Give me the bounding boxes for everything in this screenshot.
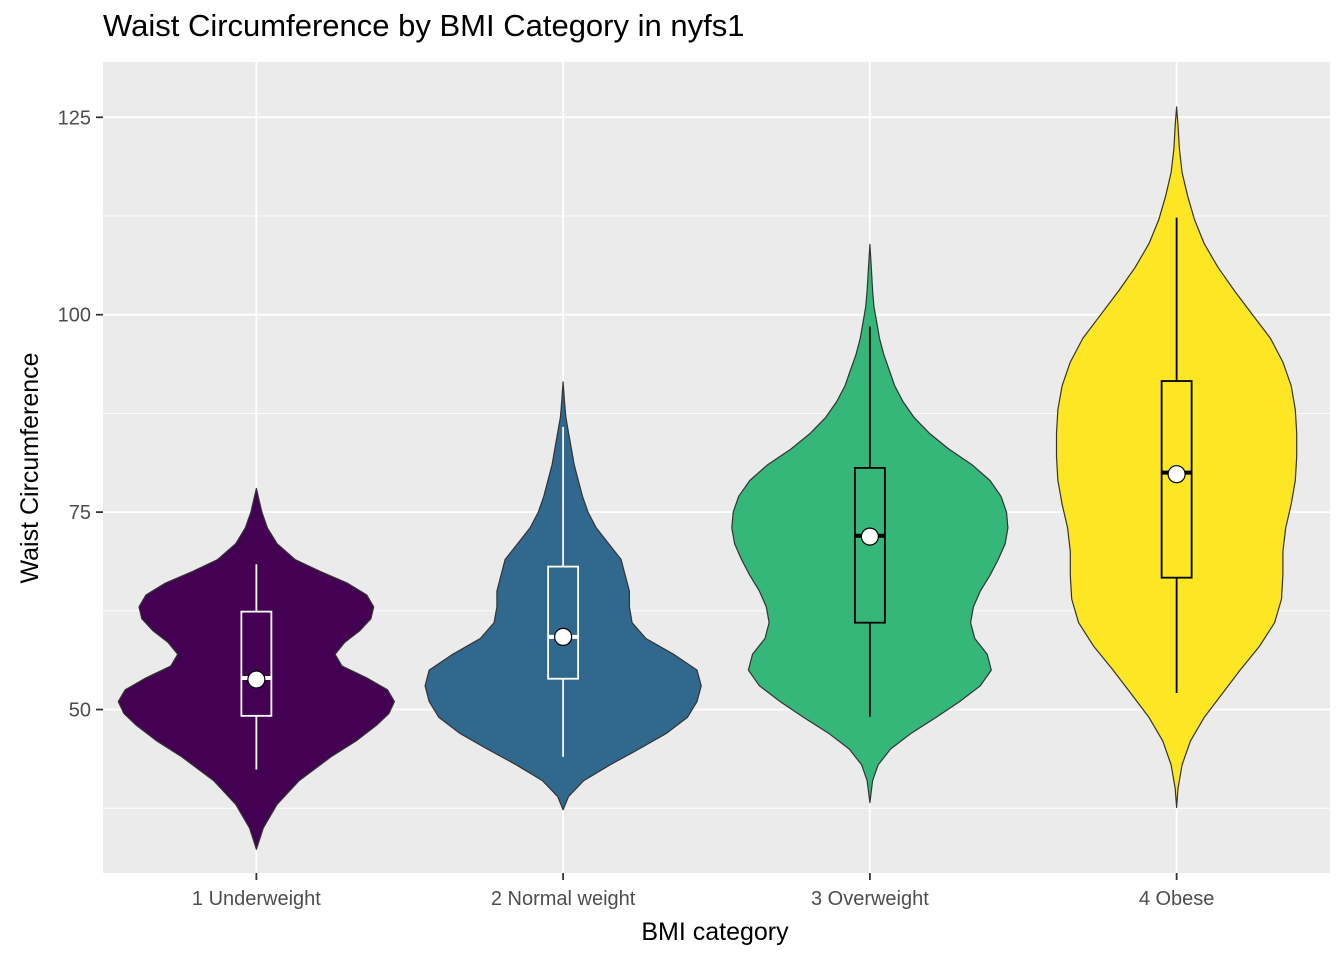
mean-point (1167, 465, 1186, 484)
chart-title: Waist Circumference by BMI Category in n… (103, 8, 745, 43)
x-tick-label: 3 Overweight (811, 888, 929, 910)
y-axis-title: Waist Circumference (16, 352, 44, 583)
x-axis-title: BMI category (641, 918, 789, 946)
box-iqr (240, 610, 273, 717)
y-tick-label: 125 (58, 107, 91, 129)
box-iqr (547, 565, 580, 680)
y-tick-label: 50 (69, 700, 91, 722)
mean-point (247, 670, 266, 689)
mean-point (554, 627, 573, 646)
axes: 50 75 100 125 1 Underweight 2 Normal weight 3 … (58, 107, 1215, 910)
mean-point (860, 527, 879, 546)
boxplot-layer (240, 217, 1193, 770)
x-tick-label: 4 Obese (1139, 888, 1215, 910)
x-tick-label: 1 Underweight (192, 888, 321, 910)
y-tick-label: 100 (58, 305, 91, 327)
y-tick-label: 75 (69, 502, 91, 524)
x-tick-label: 2 Normal weight (491, 888, 636, 910)
